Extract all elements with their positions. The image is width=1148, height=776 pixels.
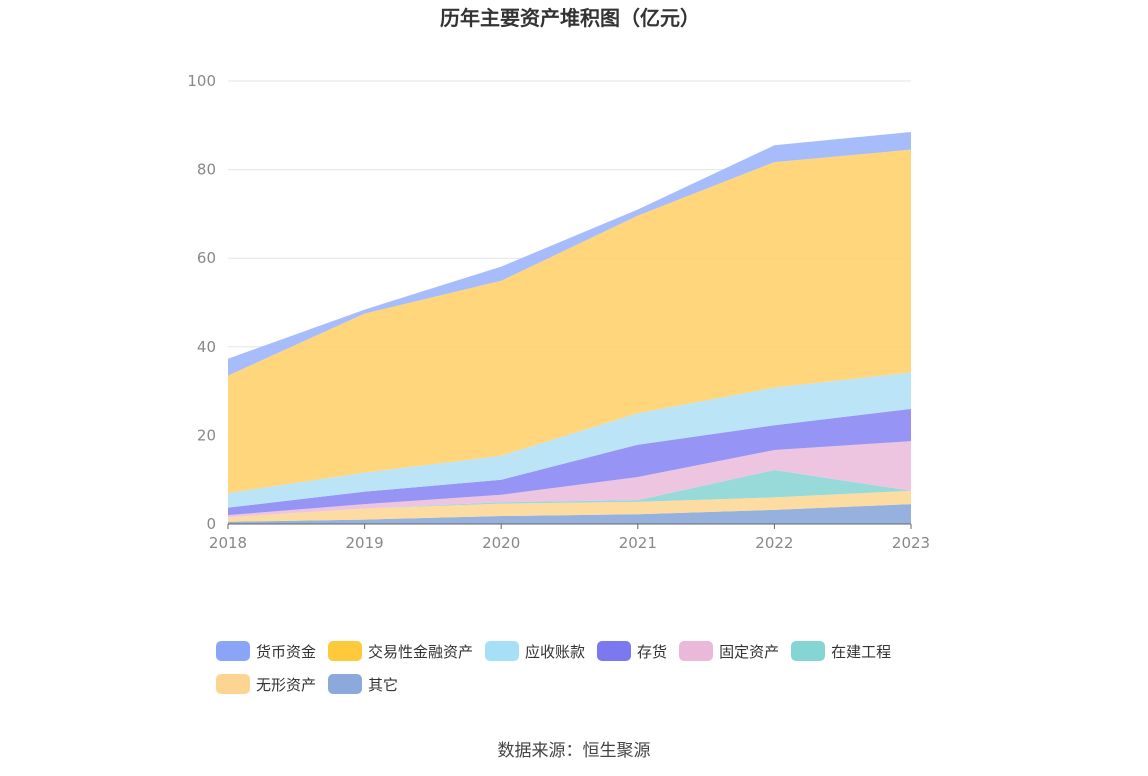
legend-swatch [216,641,250,661]
x-tick-label: 2022 [755,534,793,552]
y-tick-label: 40 [197,338,216,356]
source-note: 数据来源：恒生聚源 [497,741,651,761]
legend-item[interactable]: 固定资产 [679,640,779,662]
y-tick-label: 20 [197,426,216,444]
x-tick-labels: 2018 2019 2020 2021 2022 2023 [209,534,930,552]
area-在建工程 [228,469,911,518]
x-tick-label: 2021 [619,534,657,552]
y-tick-labels: 0 20 40 60 80 100 [187,72,216,533]
legend-swatch [328,641,363,661]
area-应收账款 [228,372,911,508]
y-tick-label: 0 [206,515,216,533]
legend-item[interactable]: 存货 [597,640,667,662]
y-tick-label: 100 [187,72,216,90]
legend-item[interactable]: 交易性金融资产 [328,640,473,662]
area-其它 [228,504,911,524]
area-存货 [228,408,911,516]
legend-swatch [216,674,250,694]
area-series [228,131,911,524]
x-tick-label: 2023 [892,534,930,552]
legend-item[interactable]: 无形资产 [216,673,316,695]
x-tick-label: 2018 [209,534,247,552]
legend-item[interactable]: 在建工程 [791,640,891,662]
legend-swatch [679,641,714,661]
y-tick-label: 80 [197,161,216,179]
legend-item[interactable]: 其它 [328,673,398,695]
legend-label: 在建工程 [831,642,892,661]
legend-label: 无形资产 [256,675,317,694]
area-交易性金融资产 [228,149,911,493]
legend-label: 应收账款 [525,642,586,661]
legend-item[interactable]: 货币资金 [216,640,316,662]
x-tick-label: 2019 [346,534,384,552]
x-tick-label: 2020 [482,534,520,552]
area-无形资产 [228,490,911,522]
area-固定资产 [228,441,911,518]
legend-swatch [485,641,520,661]
y-tick-label: 60 [197,249,216,267]
x-axis [227,523,912,529]
legend-swatch [328,674,363,694]
legend-swatch [791,641,826,661]
legend-label: 存货 [637,642,668,661]
legend-label: 交易性金融资产 [368,642,474,661]
legend-swatch [597,641,632,661]
legend-label: 其它 [368,675,399,694]
legend-label: 货币资金 [256,642,317,661]
legend: 货币资金 交易性金融资产 应收账款 存货 固定资产 在建工程无形资产 其它 [216,640,956,706]
legend-label: 固定资产 [719,642,780,661]
legend-item[interactable]: 应收账款 [485,640,585,662]
chart-title: 历年主要资产堆积图（亿元） [440,6,700,30]
